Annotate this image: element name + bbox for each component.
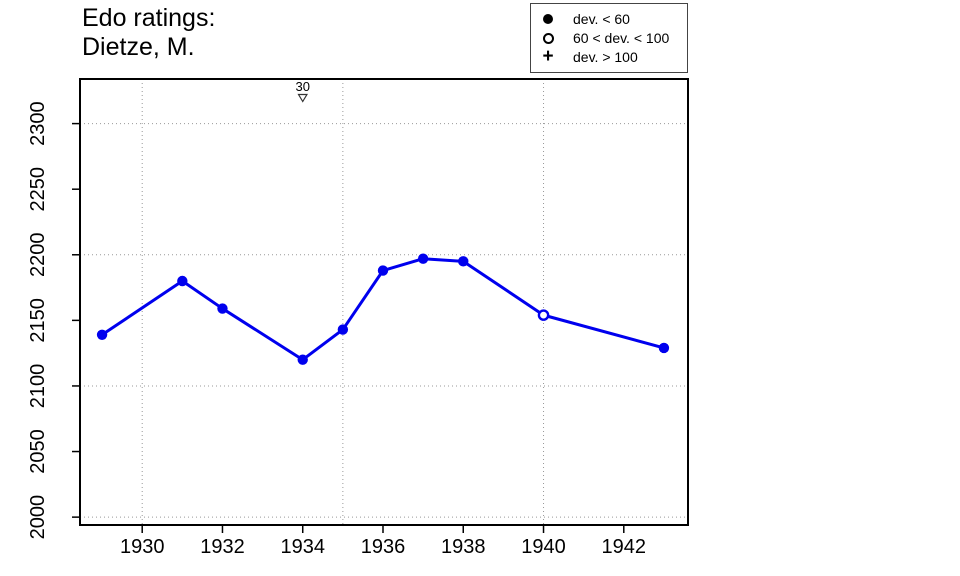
legend-item: + dev. > 100 bbox=[538, 46, 687, 67]
filled-circle-icon bbox=[543, 14, 553, 24]
open-circle-icon bbox=[542, 32, 554, 44]
data-point bbox=[458, 256, 469, 267]
x-tick-label: 1930 bbox=[120, 536, 165, 558]
data-point bbox=[297, 354, 308, 365]
legend-item-label: dev. > 100 bbox=[573, 49, 638, 65]
y-tick-label: 2300 bbox=[27, 101, 49, 146]
chart-title-line2: Dietze, M. bbox=[82, 33, 195, 61]
plot-border bbox=[79, 78, 689, 526]
x-tick-label: 1936 bbox=[361, 536, 406, 558]
x-tick-label: 1938 bbox=[441, 536, 486, 558]
data-point-open bbox=[537, 309, 550, 321]
data-point bbox=[377, 265, 389, 276]
data-point bbox=[96, 329, 108, 340]
legend-item-label: 60 < dev. < 100 bbox=[573, 30, 670, 46]
rating-line bbox=[101, 257, 665, 362]
y-tick-label: 2150 bbox=[27, 298, 49, 343]
x-tick-label: 1934 bbox=[280, 536, 325, 558]
legend-item: 60 < dev. < 100 bbox=[538, 29, 687, 47]
chart-title-line1: Edo ratings: bbox=[82, 4, 216, 32]
data-point bbox=[217, 303, 228, 314]
data-point bbox=[337, 324, 349, 335]
x-tick-label: 1932 bbox=[200, 536, 245, 558]
legend-item-label: dev. < 60 bbox=[573, 11, 630, 27]
x-tick-label: 1942 bbox=[602, 536, 647, 558]
y-tick-label: 2250 bbox=[27, 167, 49, 212]
y-tick-label: 2000 bbox=[27, 495, 49, 540]
data-point bbox=[658, 342, 670, 354]
legend-box: dev. < 60 60 < dev. < 100 + dev. > 100 bbox=[530, 3, 688, 73]
legend-item: dev. < 60 bbox=[538, 10, 687, 28]
y-tick-label: 2100 bbox=[27, 364, 49, 409]
plus-icon: + bbox=[542, 46, 554, 67]
data-point bbox=[177, 275, 188, 287]
y-tick-label: 2200 bbox=[27, 233, 49, 278]
chart-title: Edo ratings: Dietze, M. bbox=[82, 4, 215, 62]
event-marker-triangle bbox=[297, 93, 308, 103]
event-marker-label: 30 bbox=[295, 79, 309, 94]
y-tick-label: 2050 bbox=[27, 429, 49, 474]
x-tick-label: 1940 bbox=[521, 536, 566, 558]
data-point bbox=[417, 253, 429, 264]
